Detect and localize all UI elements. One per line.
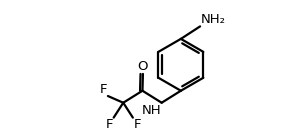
- Text: NH: NH: [142, 103, 161, 117]
- Text: NH₂: NH₂: [200, 13, 226, 26]
- Text: O: O: [138, 60, 148, 73]
- Text: F: F: [133, 118, 141, 131]
- Text: F: F: [100, 83, 107, 95]
- Text: F: F: [106, 118, 113, 131]
